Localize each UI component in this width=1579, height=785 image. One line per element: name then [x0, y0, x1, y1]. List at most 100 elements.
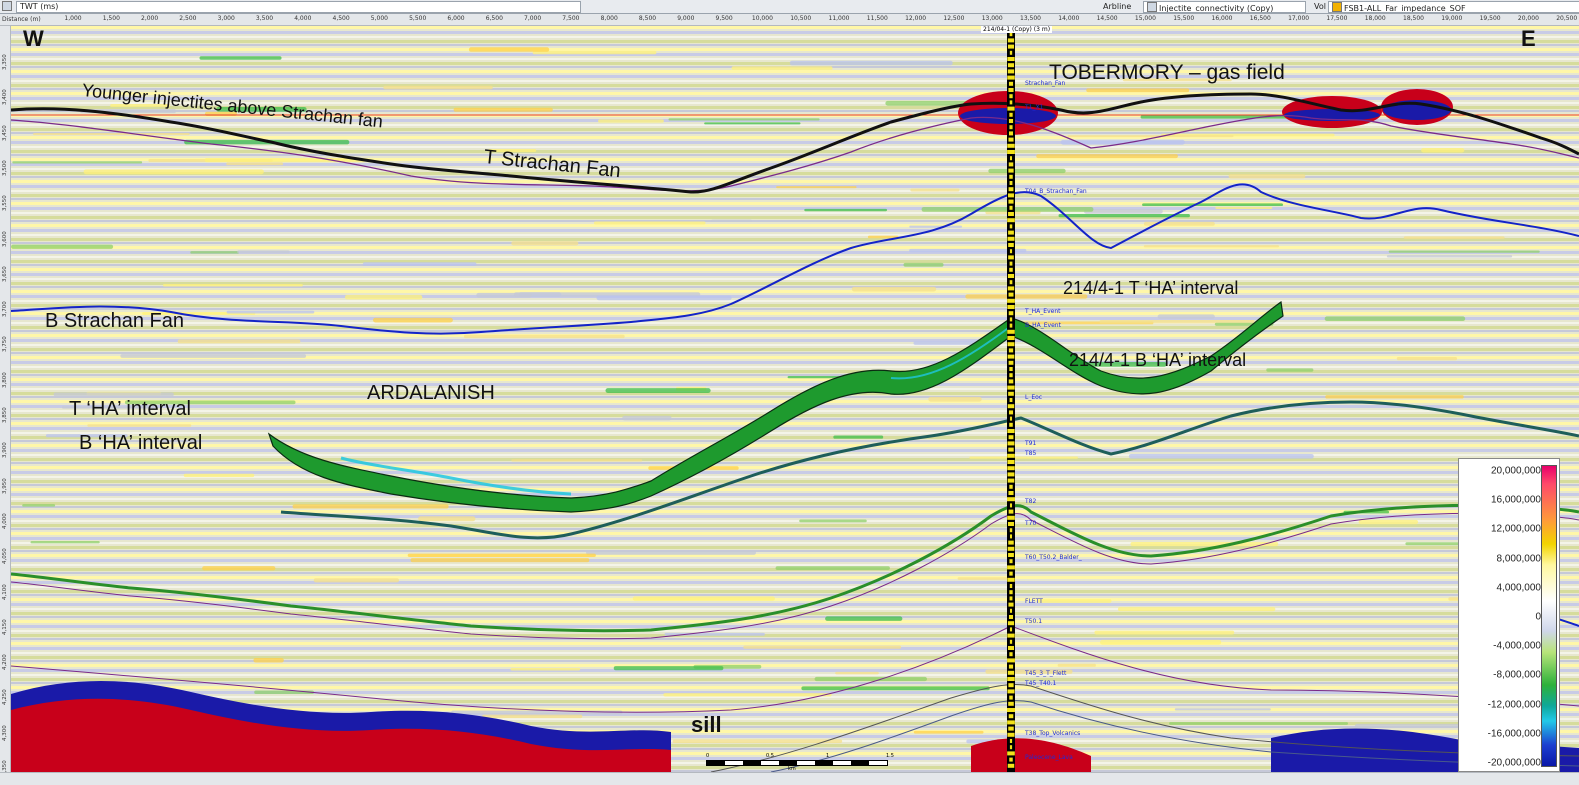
- toolbar-menu-icon[interactable]: [2, 1, 14, 12]
- reflector-streak: [1099, 639, 1222, 645]
- well-log-sample: [1008, 255, 1014, 260]
- well-log-sample: [1009, 32, 1013, 37]
- y-tick-label: 4,300: [2, 724, 8, 741]
- reflector-streak: [1083, 208, 1163, 214]
- well-marker-label: T38_Top_Volcanics: [1025, 730, 1081, 737]
- well-log-sample: [1007, 305, 1015, 309]
- x-tick-label: 8,500: [638, 15, 657, 22]
- x-tick-label: 12,500: [943, 15, 965, 22]
- reflector-streak: [1396, 356, 1458, 361]
- reflector-streak: [593, 221, 706, 225]
- line-icon: [1147, 2, 1157, 12]
- volume-selector[interactable]: FSB1-ALL_Far_impedance_SOF: [1328, 1, 1579, 13]
- y-tick-label: 3,350: [2, 54, 8, 70]
- x-tick-label: 10,000: [751, 15, 773, 22]
- well-log-sample: [1007, 63, 1015, 68]
- colorbar[interactable]: 20,000,000 16,000,000 12,000,000 8,000,000 4…: [1458, 458, 1560, 772]
- colorbar-value: 20,000,000: [1490, 465, 1541, 477]
- twt-ruler[interactable]: 3,350 3,400 3,450 3,500 3,550 3,600 3,650 3,700…: [0, 26, 11, 772]
- y-tick-label: 4,150: [2, 619, 8, 635]
- well-log-sample: [1009, 249, 1013, 254]
- purple-horizon: [11, 512, 1579, 640]
- well-log-sample: [1009, 503, 1013, 508]
- reflector-streak: [407, 553, 596, 557]
- well-log-sample: [1007, 143, 1015, 148]
- well-log-sample: [1007, 106, 1015, 111]
- reflector-streak: [598, 119, 664, 123]
- well-log-sample: [1007, 515, 1015, 520]
- well-log-sample: [1008, 410, 1014, 415]
- well-log-sample: [1007, 546, 1015, 551]
- label-west: W: [23, 26, 44, 51]
- y-tick-label: 3,800: [2, 371, 8, 388]
- seismic-section[interactable]: W E Younger injectites above Strachan fa…: [11, 26, 1579, 772]
- well-marker-label: T50.1: [1025, 618, 1043, 625]
- y-tick-label: 3,550: [2, 195, 8, 212]
- reflector-streak: [1128, 453, 1314, 459]
- reflector-streak: [799, 519, 867, 523]
- x-tick-label: 20,000: [1517, 15, 1539, 22]
- reflector-streak: [453, 107, 553, 112]
- y-tick-label: 3,650: [2, 266, 8, 282]
- reflector-streak: [1082, 361, 1167, 367]
- deep-horizon: [770, 700, 1579, 772]
- colorbar-value: 12,000,000: [1490, 523, 1541, 535]
- well-log-sample: [1008, 522, 1014, 526]
- well-log-sample: [1009, 174, 1013, 179]
- reflector-streak: [804, 208, 888, 212]
- distance-ruler[interactable]: Distance (m) 1,000 1,500 2,000 2,500 3,000 3,…: [0, 14, 1579, 26]
- well-log-sample: [1008, 553, 1014, 557]
- well-log-sample: [1008, 360, 1014, 365]
- well-log-sample: [1009, 528, 1013, 533]
- reflector-streak: [83, 169, 264, 175]
- vol-label: Vol: [1314, 2, 1326, 11]
- well-log-sample: [1008, 230, 1014, 235]
- reflector-streak: [1094, 630, 1235, 635]
- well-log-sample: [1009, 156, 1013, 161]
- well-log-sample: [1007, 75, 1015, 80]
- reflector-streak: [969, 456, 1078, 459]
- reflector-streak: [1143, 245, 1280, 248]
- label-ardalanish: ARDALANISH: [367, 382, 495, 404]
- well-log-sample: [1008, 435, 1014, 440]
- well-log-sample: [1007, 497, 1015, 502]
- reflector-streak: [1037, 599, 1112, 603]
- well-log-sample: [1007, 763, 1015, 768]
- x-tick-label: 15,500: [1173, 15, 1195, 22]
- well-log-sample: [1008, 509, 1014, 514]
- well-log-sample: [1007, 689, 1015, 694]
- colorbar-value: 16,000,000: [1490, 494, 1541, 506]
- reflector-streak: [1057, 663, 1096, 667]
- well-log-sample: [1009, 608, 1013, 613]
- reflector-streak: [957, 577, 1010, 580]
- reflector-streak: [909, 248, 1027, 253]
- well-log-sample: [1008, 379, 1014, 384]
- well-log-sample: [1007, 69, 1015, 74]
- line-selector[interactable]: Injectite_connectivity (Copy): [1143, 1, 1306, 13]
- reflector-streak: [1067, 135, 1234, 138]
- reflector-streak: [1403, 236, 1505, 239]
- reflector-streak: [851, 286, 937, 292]
- reflector-streak: [1169, 722, 1349, 725]
- well-log-sample: [1007, 708, 1015, 712]
- x-tick-label: 16,500: [1249, 15, 1271, 22]
- x-tick-label: 14,000: [1058, 15, 1080, 22]
- domain-field[interactable]: TWT (ms): [16, 1, 581, 13]
- x-tick-label: 16,000: [1211, 15, 1233, 22]
- reflector-streak: [110, 104, 170, 107]
- well-marker-label: T04_B_Strachan_Fan: [1025, 188, 1087, 195]
- well-log-sample: [1007, 565, 1015, 570]
- reflector-streak: [292, 504, 449, 509]
- reflector-streak: [87, 424, 192, 427]
- ha-cyan-streak: [340, 456, 572, 496]
- well-log-sample: [1008, 726, 1014, 731]
- well-log-sample: [1007, 429, 1015, 433]
- reflector-streak: [814, 676, 928, 682]
- well-marker-label: T1_X1: [1025, 104, 1044, 111]
- y-tick-label: 3,850: [2, 407, 8, 423]
- well-log-sample: [1009, 695, 1013, 700]
- reflector-streak: [482, 714, 583, 719]
- reflector-streak: [226, 310, 315, 314]
- reflector-streak: [22, 504, 56, 507]
- x-tick-label: 4,000: [294, 15, 312, 22]
